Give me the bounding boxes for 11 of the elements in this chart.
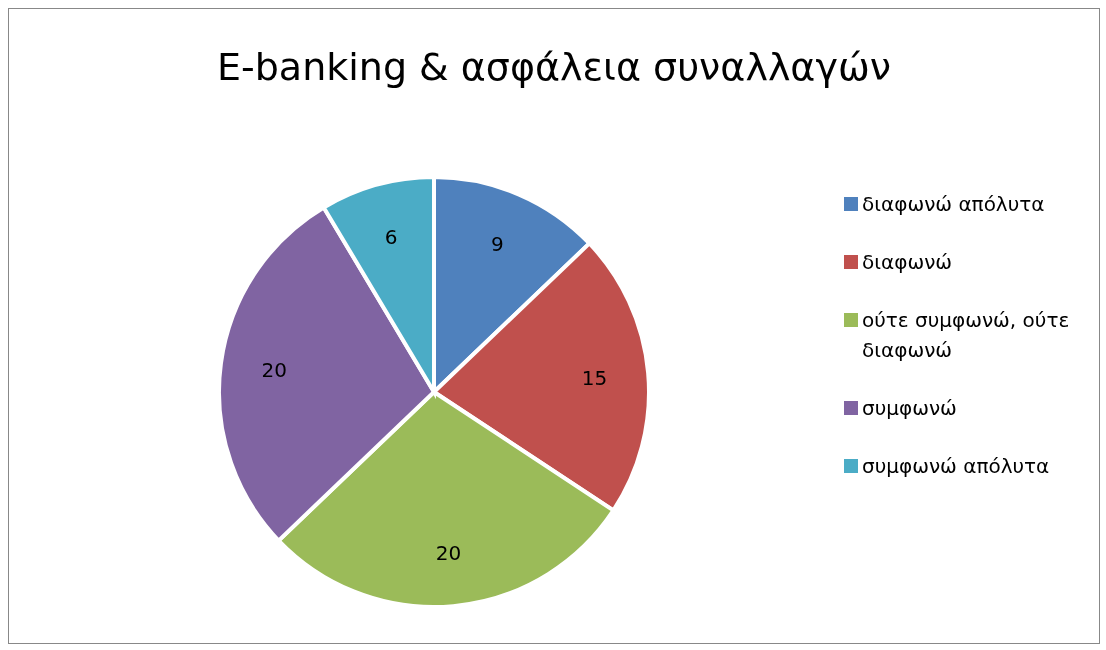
legend-label: διαφωνώ — [862, 249, 953, 276]
legend-label: συμφωνώ απόλυτα — [862, 453, 1050, 480]
chart-title: E-banking & ασφάλεια συναλλαγών — [216, 45, 892, 89]
data-label: 20 — [261, 358, 287, 383]
legend-label: διαφωνώ απόλυτα — [862, 191, 1045, 218]
legend-label: συμφωνώ — [862, 395, 957, 422]
data-label: 15 — [581, 365, 608, 390]
data-label: 20 — [435, 540, 462, 565]
data-label: 9 — [491, 231, 504, 256]
data-label: 6 — [384, 224, 398, 249]
legend-label: ούτε συμφωνώ, ούτε διαφωνώ — [862, 307, 1071, 364]
